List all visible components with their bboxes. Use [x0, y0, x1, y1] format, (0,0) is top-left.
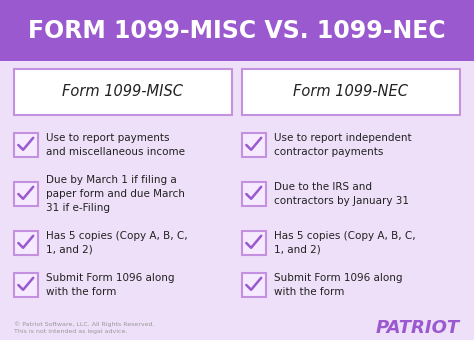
Text: Due by March 1 if filing a
paper form and due March
31 if e-Filing: Due by March 1 if filing a paper form an…: [46, 175, 185, 212]
Text: Submit Form 1096 along
with the form: Submit Form 1096 along with the form: [274, 273, 402, 297]
FancyBboxPatch shape: [14, 182, 38, 206]
Text: Has 5 copies (Copy A, B, C,
1, and 2): Has 5 copies (Copy A, B, C, 1, and 2): [274, 231, 416, 255]
Text: Form 1099-NEC: Form 1099-NEC: [293, 85, 409, 100]
Text: PATRIOT: PATRIOT: [376, 319, 460, 337]
Text: FORM 1099-MISC VS. 1099-NEC: FORM 1099-MISC VS. 1099-NEC: [28, 18, 446, 42]
Text: Has 5 copies (Copy A, B, C,
1, and 2): Has 5 copies (Copy A, B, C, 1, and 2): [46, 231, 188, 255]
FancyBboxPatch shape: [242, 273, 266, 297]
FancyBboxPatch shape: [14, 231, 38, 255]
Bar: [0, 0, 474, 61]
FancyBboxPatch shape: [14, 273, 38, 297]
Text: Form 1099-MISC: Form 1099-MISC: [63, 85, 183, 100]
FancyBboxPatch shape: [14, 133, 38, 157]
Text: © Patriot Software, LLC. All Rights Reserved.
This is not intended as legal advi: © Patriot Software, LLC. All Rights Rese…: [14, 322, 155, 334]
Text: Use to report independent
contractor payments: Use to report independent contractor pay…: [274, 133, 411, 157]
Text: Due to the IRS and
contractors by January 31: Due to the IRS and contractors by Januar…: [274, 182, 409, 206]
FancyBboxPatch shape: [242, 69, 460, 115]
FancyBboxPatch shape: [242, 182, 266, 206]
FancyBboxPatch shape: [242, 231, 266, 255]
FancyBboxPatch shape: [14, 69, 232, 115]
Text: Submit Form 1096 along
with the form: Submit Form 1096 along with the form: [46, 273, 174, 297]
Text: Use to report payments
and miscellaneous income: Use to report payments and miscellaneous…: [46, 133, 185, 157]
FancyBboxPatch shape: [242, 133, 266, 157]
